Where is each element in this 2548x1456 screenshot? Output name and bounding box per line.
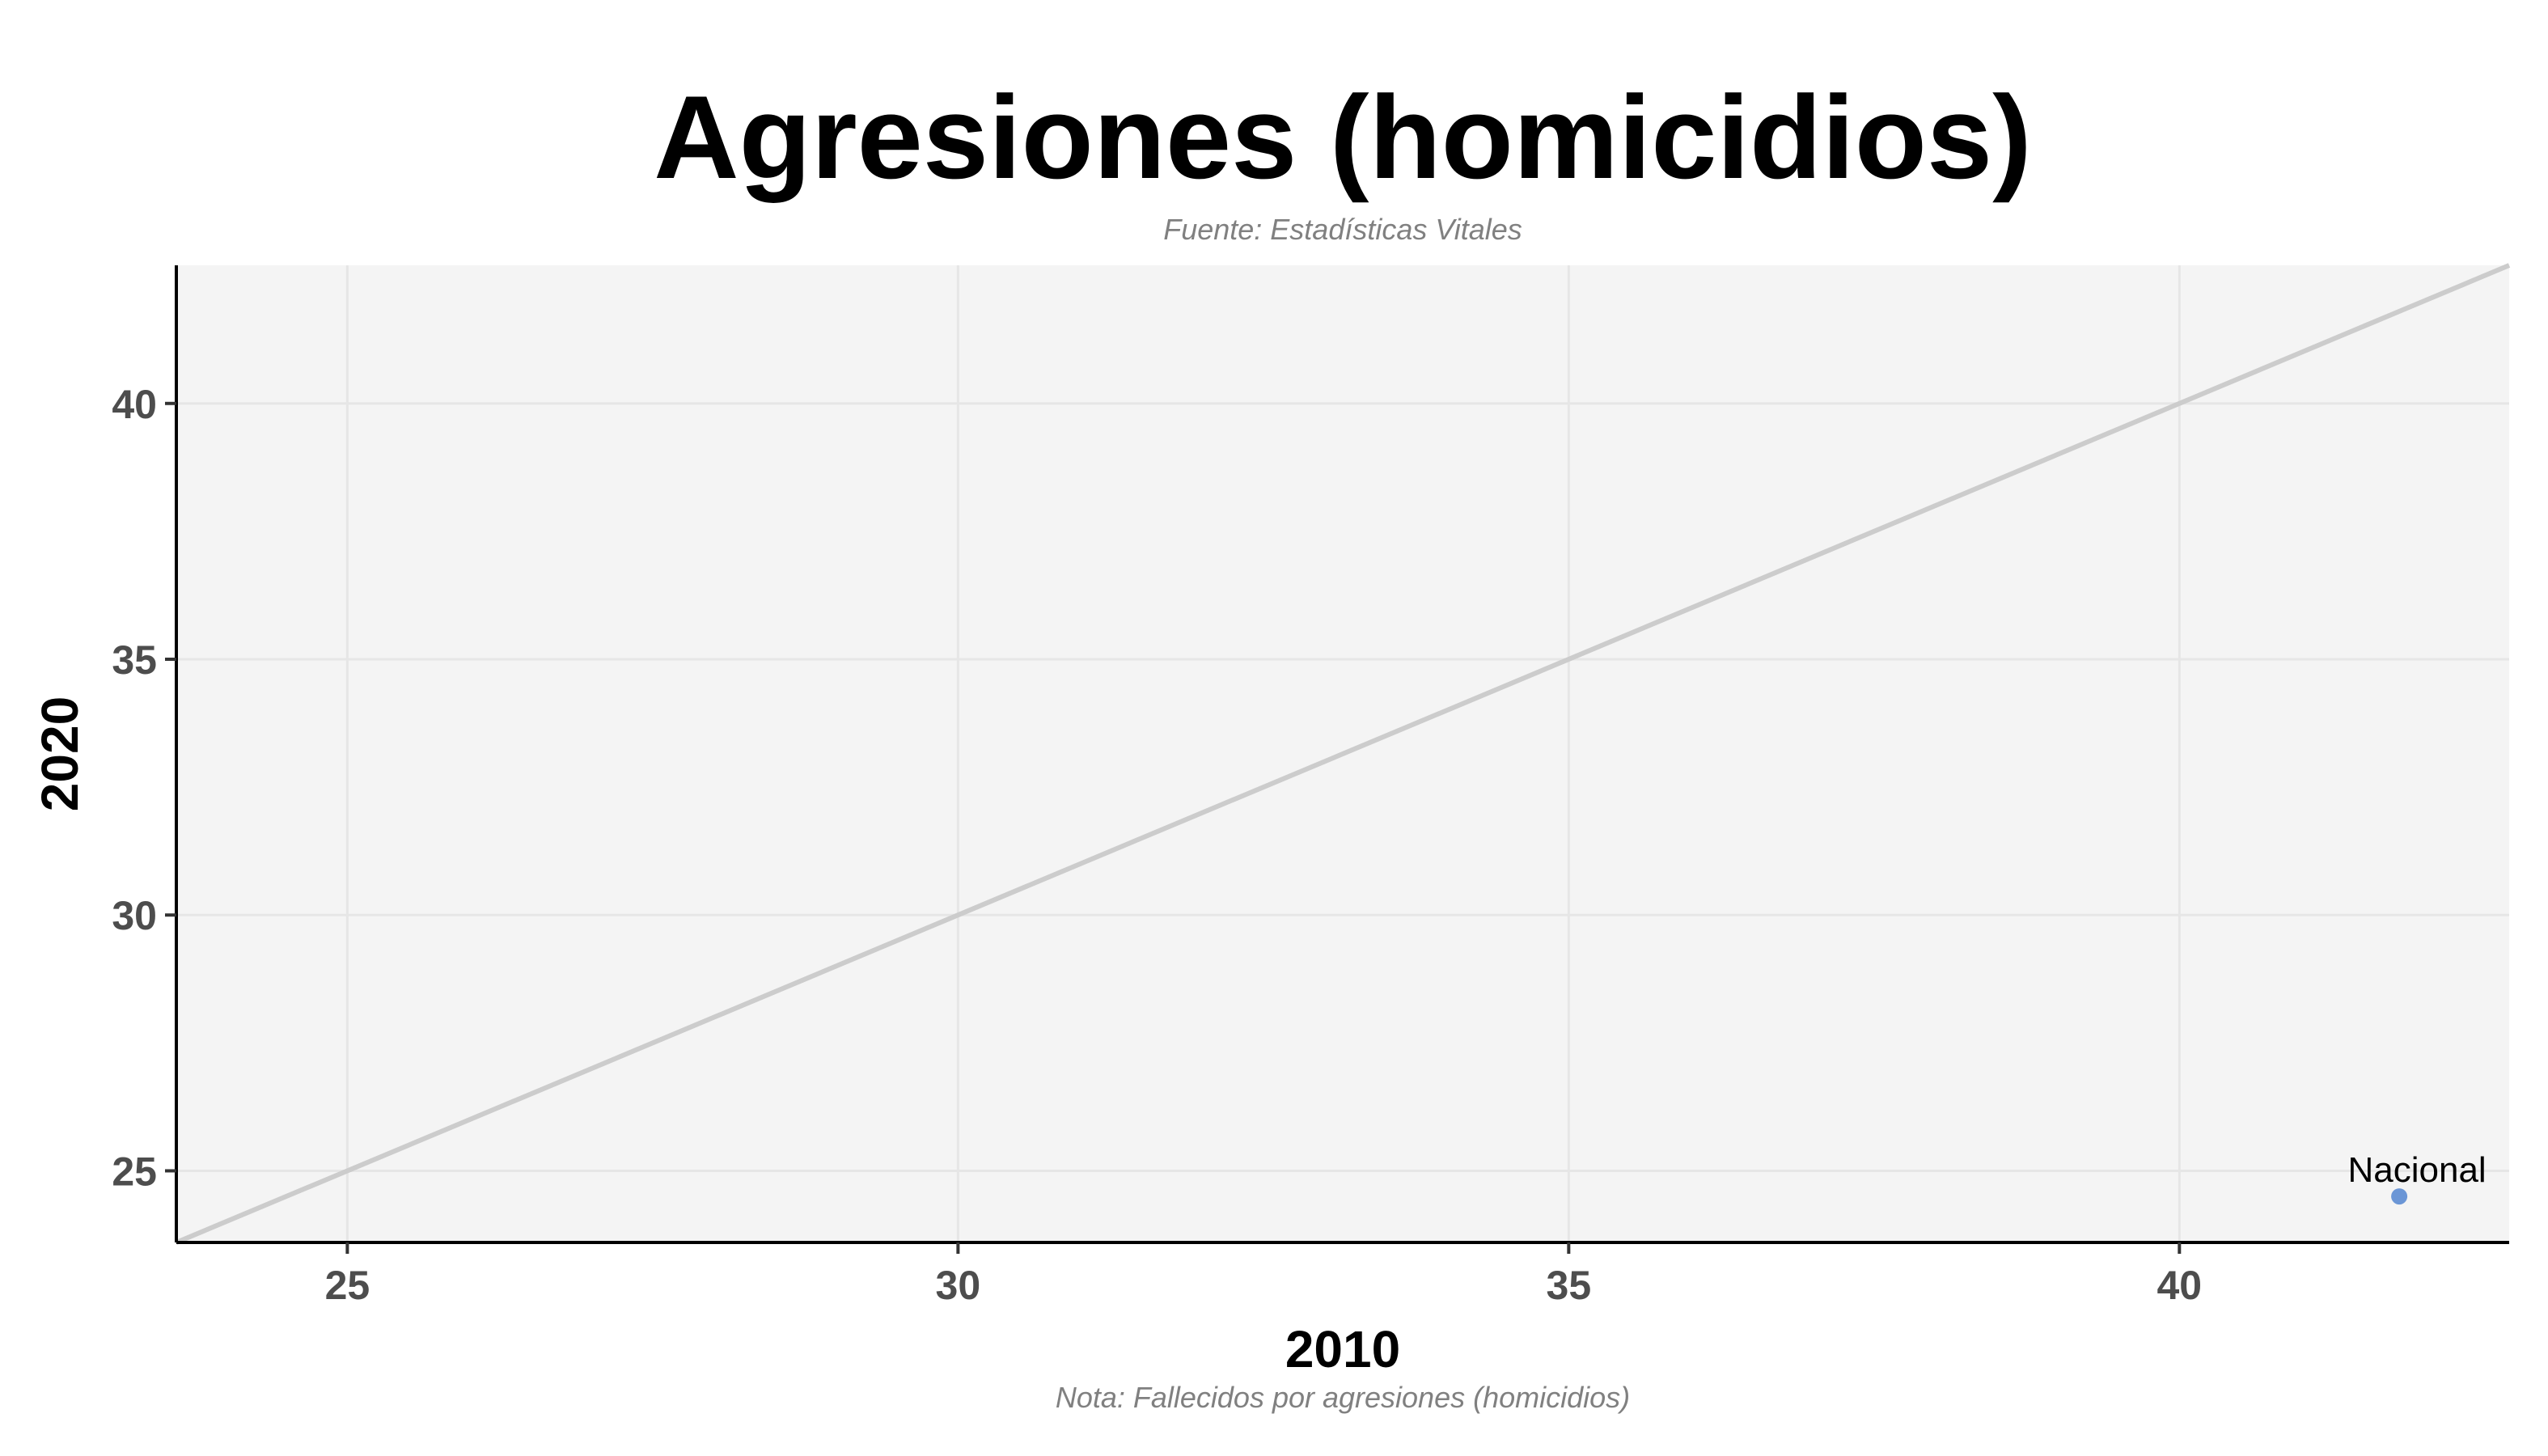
y-tick-label: 25	[112, 1149, 157, 1194]
y-axis-ticks: 25 30 35 40	[112, 382, 176, 1194]
grid-lines	[176, 265, 2509, 1242]
chart-note: Nota: Fallecidos por agresiones (homicid…	[1056, 1381, 1630, 1414]
x-tick-label: 30	[936, 1263, 981, 1308]
data-point	[2391, 1188, 2408, 1205]
x-tick-label: 35	[1547, 1263, 1592, 1308]
x-tick-label: 40	[2157, 1263, 2203, 1308]
y-tick-label: 30	[112, 893, 157, 938]
data-point-label: Nacional	[2347, 1150, 2486, 1190]
x-axis-ticks: 25 30 35 40	[325, 1242, 2203, 1308]
y-tick-label: 35	[112, 637, 157, 683]
chart-subtitle: Fuente: Estadísticas Vitales	[1163, 213, 1522, 246]
y-tick-label: 40	[112, 382, 157, 427]
data-points: Nacional	[2347, 1150, 2487, 1205]
reference-line	[175, 263, 2511, 1245]
y-axis-title: 2020	[31, 696, 89, 811]
x-axis-title: 2010	[1285, 1320, 1400, 1378]
x-tick-label: 25	[325, 1263, 370, 1308]
chart-title: Agresiones (homicidios)	[654, 71, 2032, 203]
